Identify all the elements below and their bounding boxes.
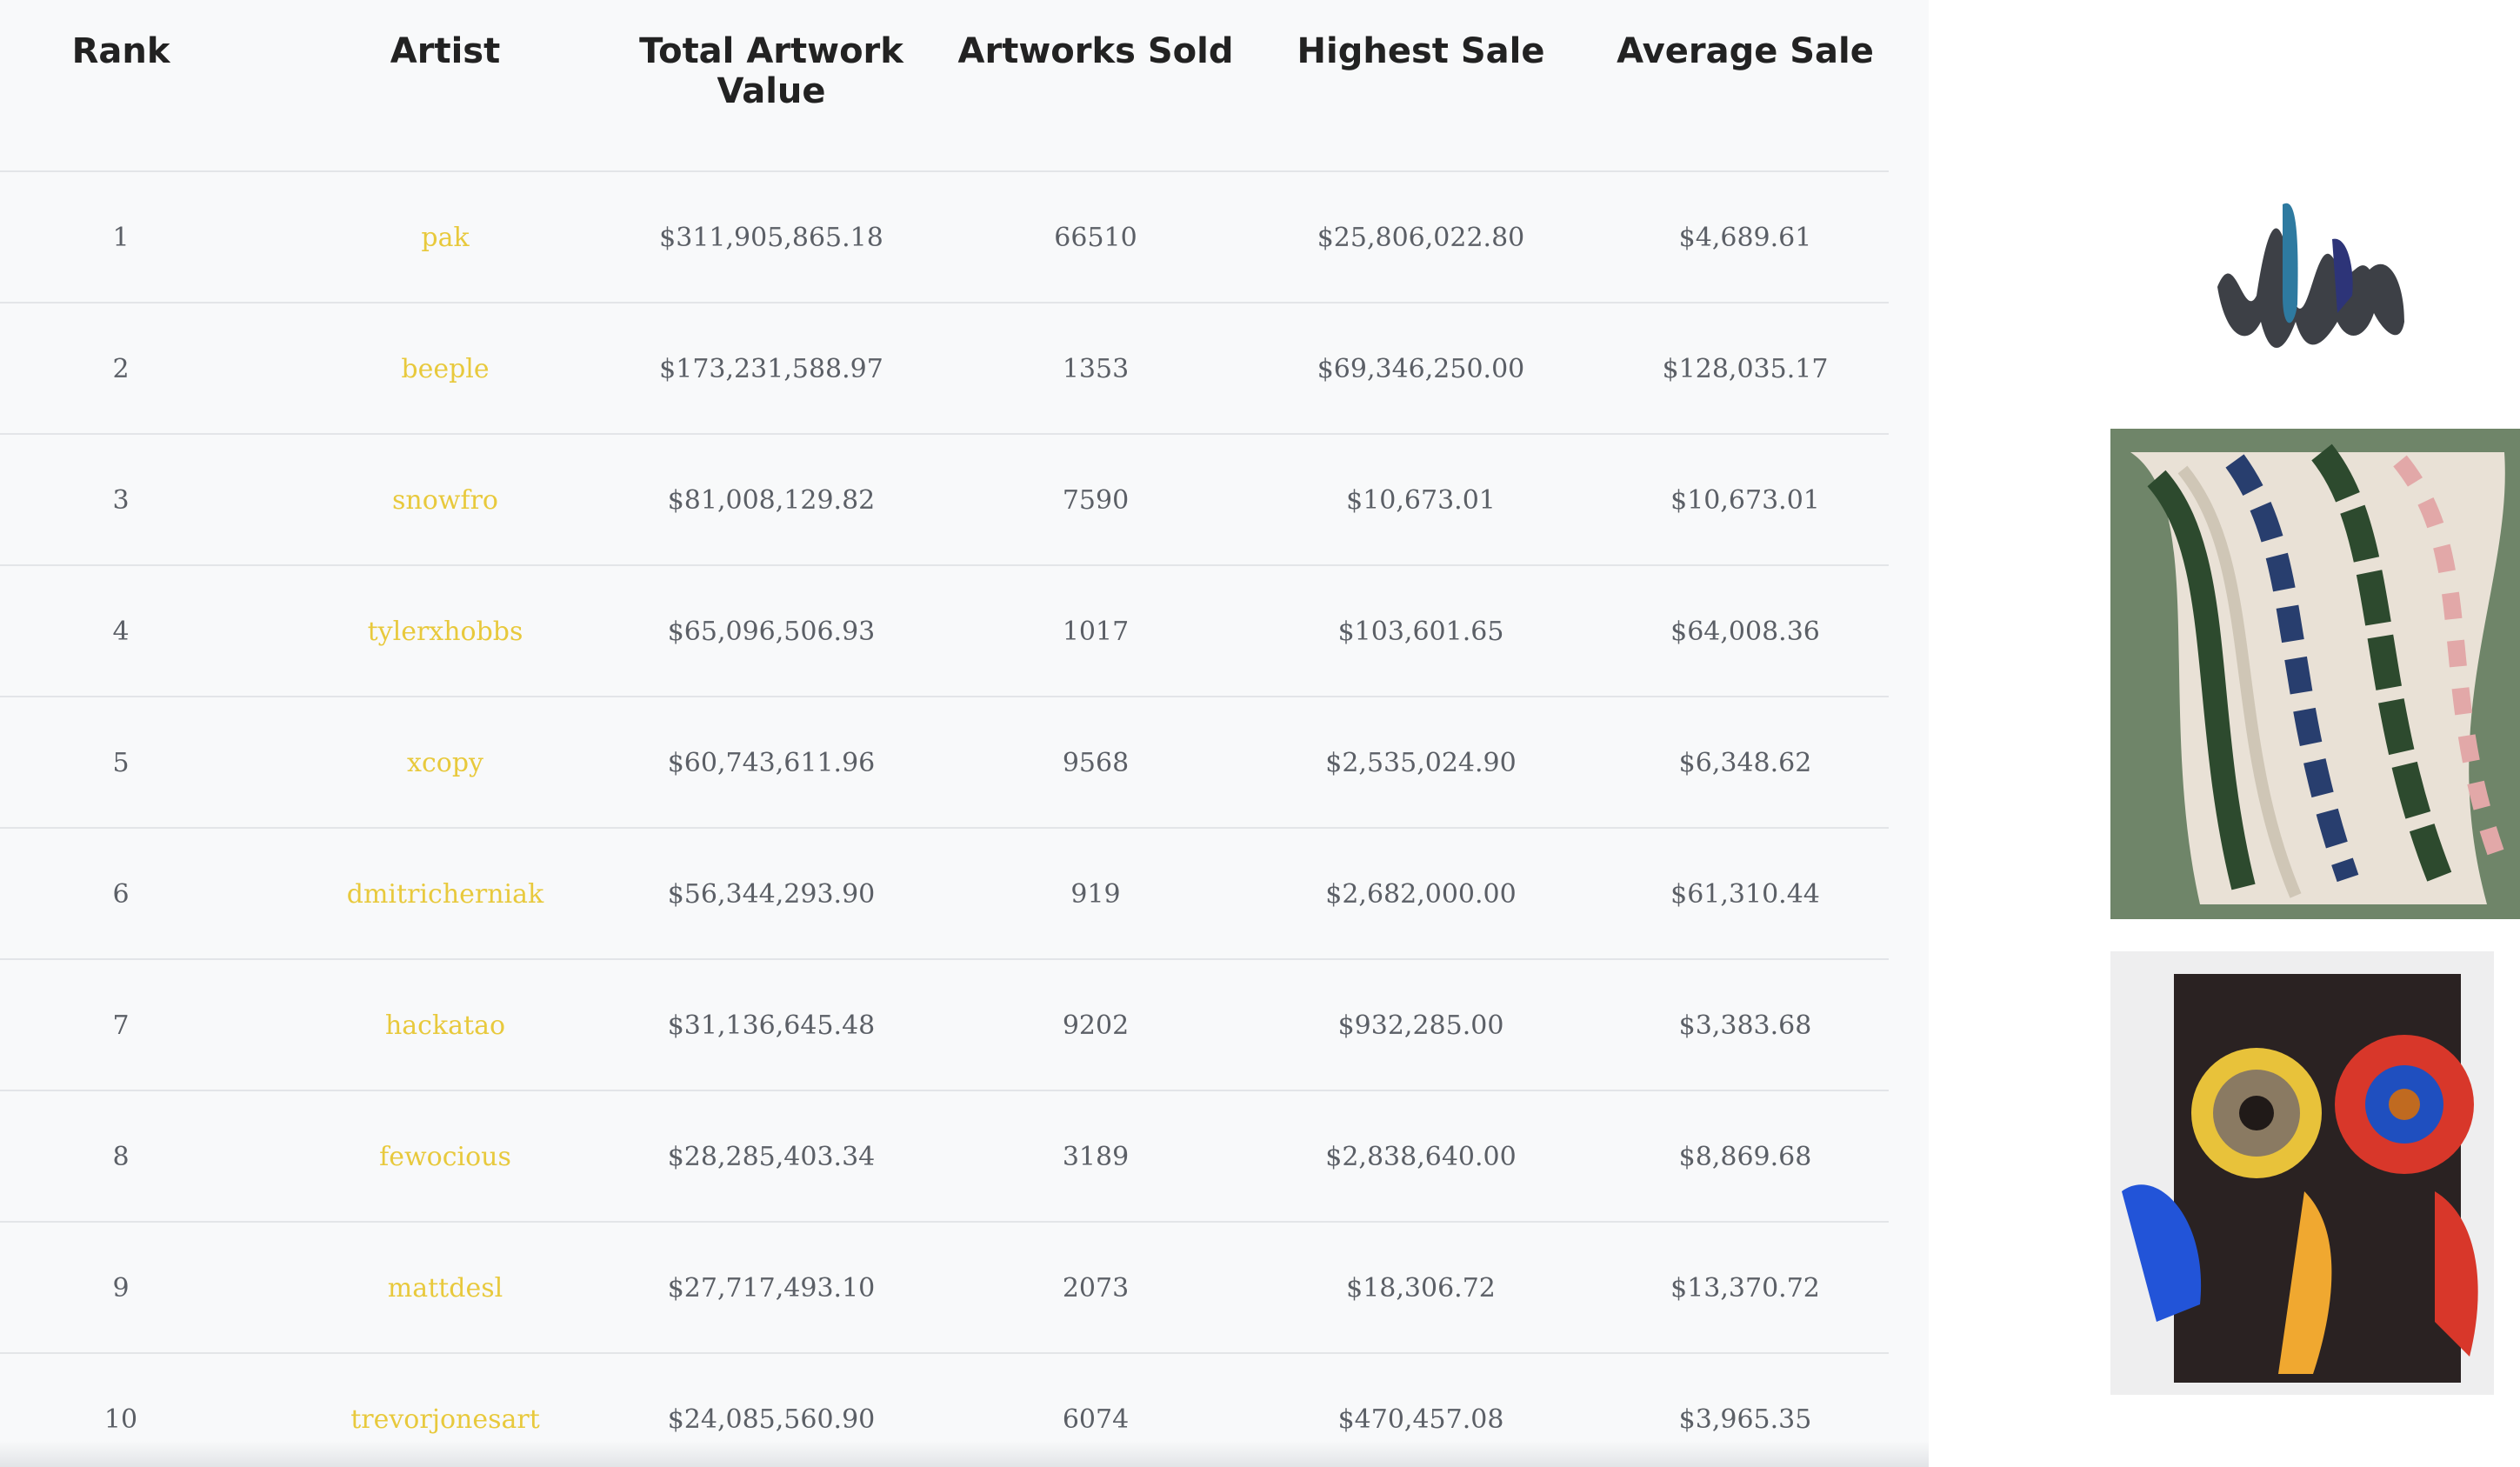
table-cell: 10 xyxy=(103,1404,138,1435)
table-row: 1 pak $311,905,865.18 66510 $25,806,022.80 $4… xyxy=(0,170,1889,303)
table-cell: $10,673.01 xyxy=(1346,485,1496,516)
table-cell: 8 xyxy=(112,1142,130,1172)
table-cell: $18,306.72 xyxy=(1346,1273,1496,1304)
column-header: Highest Sale xyxy=(1297,31,1545,71)
table-cell: 3189 xyxy=(1062,1142,1130,1172)
scroll-shade xyxy=(0,1441,1929,1467)
artist-link[interactable]: pak xyxy=(421,223,470,253)
table-cell: $311,905,865.18 xyxy=(659,223,883,253)
artwork-previews xyxy=(2110,203,2520,1395)
artist-link[interactable]: hackatao xyxy=(384,1010,506,1041)
table-cell: $6,348.62 xyxy=(1678,748,1812,778)
table-cell: $60,743,611.96 xyxy=(667,748,876,778)
table-cell: $69,346,250.00 xyxy=(1317,354,1525,384)
table-cell: $2,838,640.00 xyxy=(1325,1142,1517,1172)
table-cell: 4 xyxy=(112,617,130,647)
table-row: 3 snowfro $81,008,129.82 7590 $10,673.01 $10,… xyxy=(0,433,1889,566)
table-cell: 6074 xyxy=(1062,1404,1130,1435)
column-header: Rank xyxy=(71,31,170,71)
table-row: 7 hackatao $31,136,645.48 9202 $932,285.00 $3… xyxy=(0,958,1889,1091)
table-row: 4 tylerxhobbs $65,096,506.93 1017 $103,601.6… xyxy=(0,564,1889,697)
column-header: Average Sale xyxy=(1617,31,1874,71)
table-cell: 2073 xyxy=(1062,1273,1130,1304)
table-cell: $31,136,645.48 xyxy=(667,1010,876,1041)
artist-link[interactable]: fewocious xyxy=(379,1142,511,1172)
table-row: 6 dmitricherniak $56,344,293.90 919 $2,682,0… xyxy=(0,827,1889,960)
table-cell: $13,370.72 xyxy=(1670,1273,1820,1304)
table-cell: $103,601.65 xyxy=(1337,617,1504,647)
table-cell: $4,689.61 xyxy=(1678,223,1812,253)
table-cell: 5 xyxy=(112,748,130,778)
table-cell: $128,035.17 xyxy=(1662,354,1829,384)
table-row: 9 mattdesl $27,717,493.10 2073 $18,306.72 $13… xyxy=(0,1221,1889,1354)
table-cell: 9568 xyxy=(1062,748,1130,778)
table-cell: $8,869.68 xyxy=(1678,1142,1812,1172)
table-row: 5 xcopy $60,743,611.96 9568 $2,535,024.90 $6,… xyxy=(0,696,1889,829)
table-cell: $2,682,000.00 xyxy=(1325,879,1517,910)
portrait-artwork xyxy=(2110,951,2494,1395)
table-cell: 7 xyxy=(112,1010,130,1041)
table-cell: $28,285,403.34 xyxy=(667,1142,876,1172)
artist-link[interactable]: dmitricherniak xyxy=(346,879,544,910)
table-cell: 66510 xyxy=(1054,223,1137,253)
table-cell: $3,383.68 xyxy=(1678,1010,1812,1041)
table-cell: $10,673.01 xyxy=(1670,485,1820,516)
table-cell: $24,085,560.90 xyxy=(667,1404,876,1435)
table-cell: $2,535,024.90 xyxy=(1325,748,1517,778)
table-cell: $25,806,022.80 xyxy=(1317,223,1525,253)
artist-link[interactable]: tylerxhobbs xyxy=(367,617,523,647)
table-cell: $932,285.00 xyxy=(1337,1010,1504,1041)
table-cell: 1 xyxy=(112,223,130,253)
table-cell: 7590 xyxy=(1062,485,1130,516)
table-cell: $3,965.35 xyxy=(1678,1404,1812,1435)
table-row: 10 trevorjonesart $24,085,560.90 6074 $470,4… xyxy=(0,1352,1889,1467)
ranking-table: Rank Artist Total Artwork Value Artworks So… xyxy=(0,31,1889,1467)
table-cell: 1353 xyxy=(1062,354,1130,384)
artist-link[interactable]: xcopy xyxy=(407,748,483,778)
table-cell: 9 xyxy=(112,1273,130,1304)
column-header: Artworks Sold xyxy=(957,31,1234,71)
table-cell: 1017 xyxy=(1062,617,1130,647)
table-cell: 919 xyxy=(1070,879,1121,910)
table-cell: 3 xyxy=(112,485,130,516)
table-cell: $81,008,129.82 xyxy=(667,485,876,516)
abstract-artwork xyxy=(2110,429,2520,919)
table-cell: $56,344,293.90 xyxy=(667,879,876,910)
column-header: Artist xyxy=(390,31,501,71)
artist-link[interactable]: trevorjonesart xyxy=(350,1404,540,1435)
column-header: Total Artwork Value xyxy=(639,31,903,111)
table-row: 8 fewocious $28,285,403.34 3189 $2,838,640.0… xyxy=(0,1090,1889,1223)
table-row: 2 beeple $173,231,588.97 1353 $69,346,250.00… xyxy=(0,302,1889,435)
artist-link[interactable]: mattdesl xyxy=(387,1273,503,1304)
table-cell: $64,008.36 xyxy=(1670,617,1820,647)
table-cell: 9202 xyxy=(1062,1010,1130,1041)
artist-link[interactable]: beeple xyxy=(401,354,490,384)
table-cell: $470,457.08 xyxy=(1337,1404,1504,1435)
table-cell: 6 xyxy=(112,879,130,910)
wave-artwork xyxy=(2217,203,2404,348)
artist-link[interactable]: snowfro xyxy=(392,485,498,516)
table-cell: $61,310.44 xyxy=(1670,879,1820,910)
table-cell: $173,231,588.97 xyxy=(659,354,883,384)
table-cell: $27,717,493.10 xyxy=(667,1273,876,1304)
table-cell: 2 xyxy=(112,354,130,384)
table-cell: $65,096,506.93 xyxy=(667,617,876,647)
